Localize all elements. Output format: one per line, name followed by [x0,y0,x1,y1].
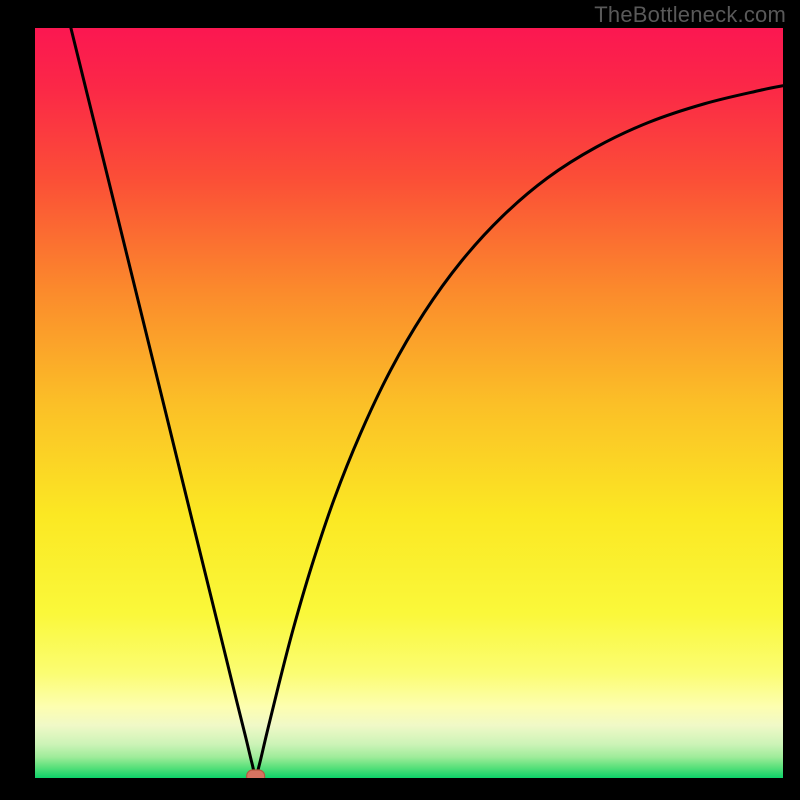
watermark-text: TheBottleneck.com [594,2,786,28]
plot-background [35,28,783,778]
bottleneck-chart [0,0,800,800]
minimum-marker [247,770,265,783]
chart-frame: TheBottleneck.com [0,0,800,800]
